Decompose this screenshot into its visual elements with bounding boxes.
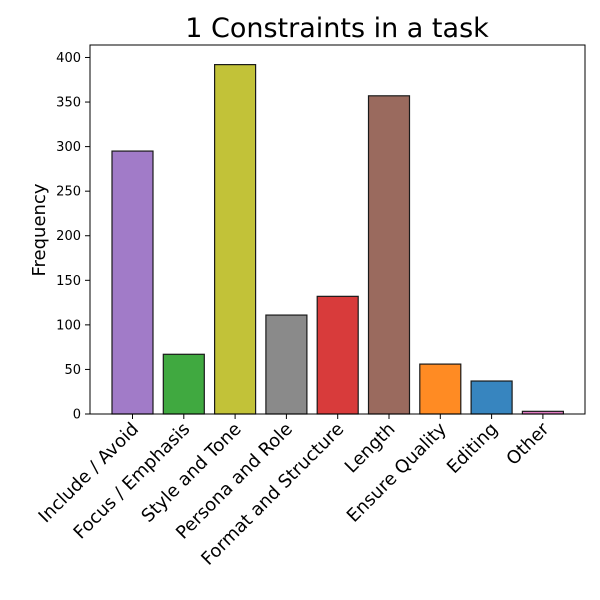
chart-title: 1 Constraints in a task: [185, 13, 489, 44]
y-tick-label: 250: [56, 185, 81, 200]
y-tick-label: 300: [56, 140, 81, 155]
y-tick-label: 350: [56, 96, 81, 111]
y-tick-label: 50: [64, 363, 81, 378]
y-axis-ticks: 0 50 100 150 200 250 300 350 400: [56, 51, 90, 423]
x-tick-label: Other: [502, 418, 553, 469]
x-tick-label: Editing: [443, 419, 502, 478]
bar-style-and-tone: [214, 64, 257, 415]
bars: [111, 64, 565, 415]
y-tick-label: 400: [56, 51, 81, 66]
bar-format-and-structure: [316, 295, 359, 415]
plot-frame: [89, 44, 586, 415]
bar-include-avoid: [111, 150, 154, 415]
y-tick-label: 100: [56, 318, 81, 333]
bar-ensure-quality: [419, 363, 462, 415]
bar-editing: [470, 380, 513, 415]
bar-persona-and-role: [265, 314, 308, 415]
bar-length: [367, 95, 411, 415]
y-tick-label: 150: [56, 274, 81, 289]
y-tick-label: 200: [56, 229, 81, 244]
bar-focus-emphasis: [162, 353, 205, 415]
y-axis-label: Frequency: [29, 183, 50, 276]
y-tick-label: 0: [73, 408, 81, 423]
